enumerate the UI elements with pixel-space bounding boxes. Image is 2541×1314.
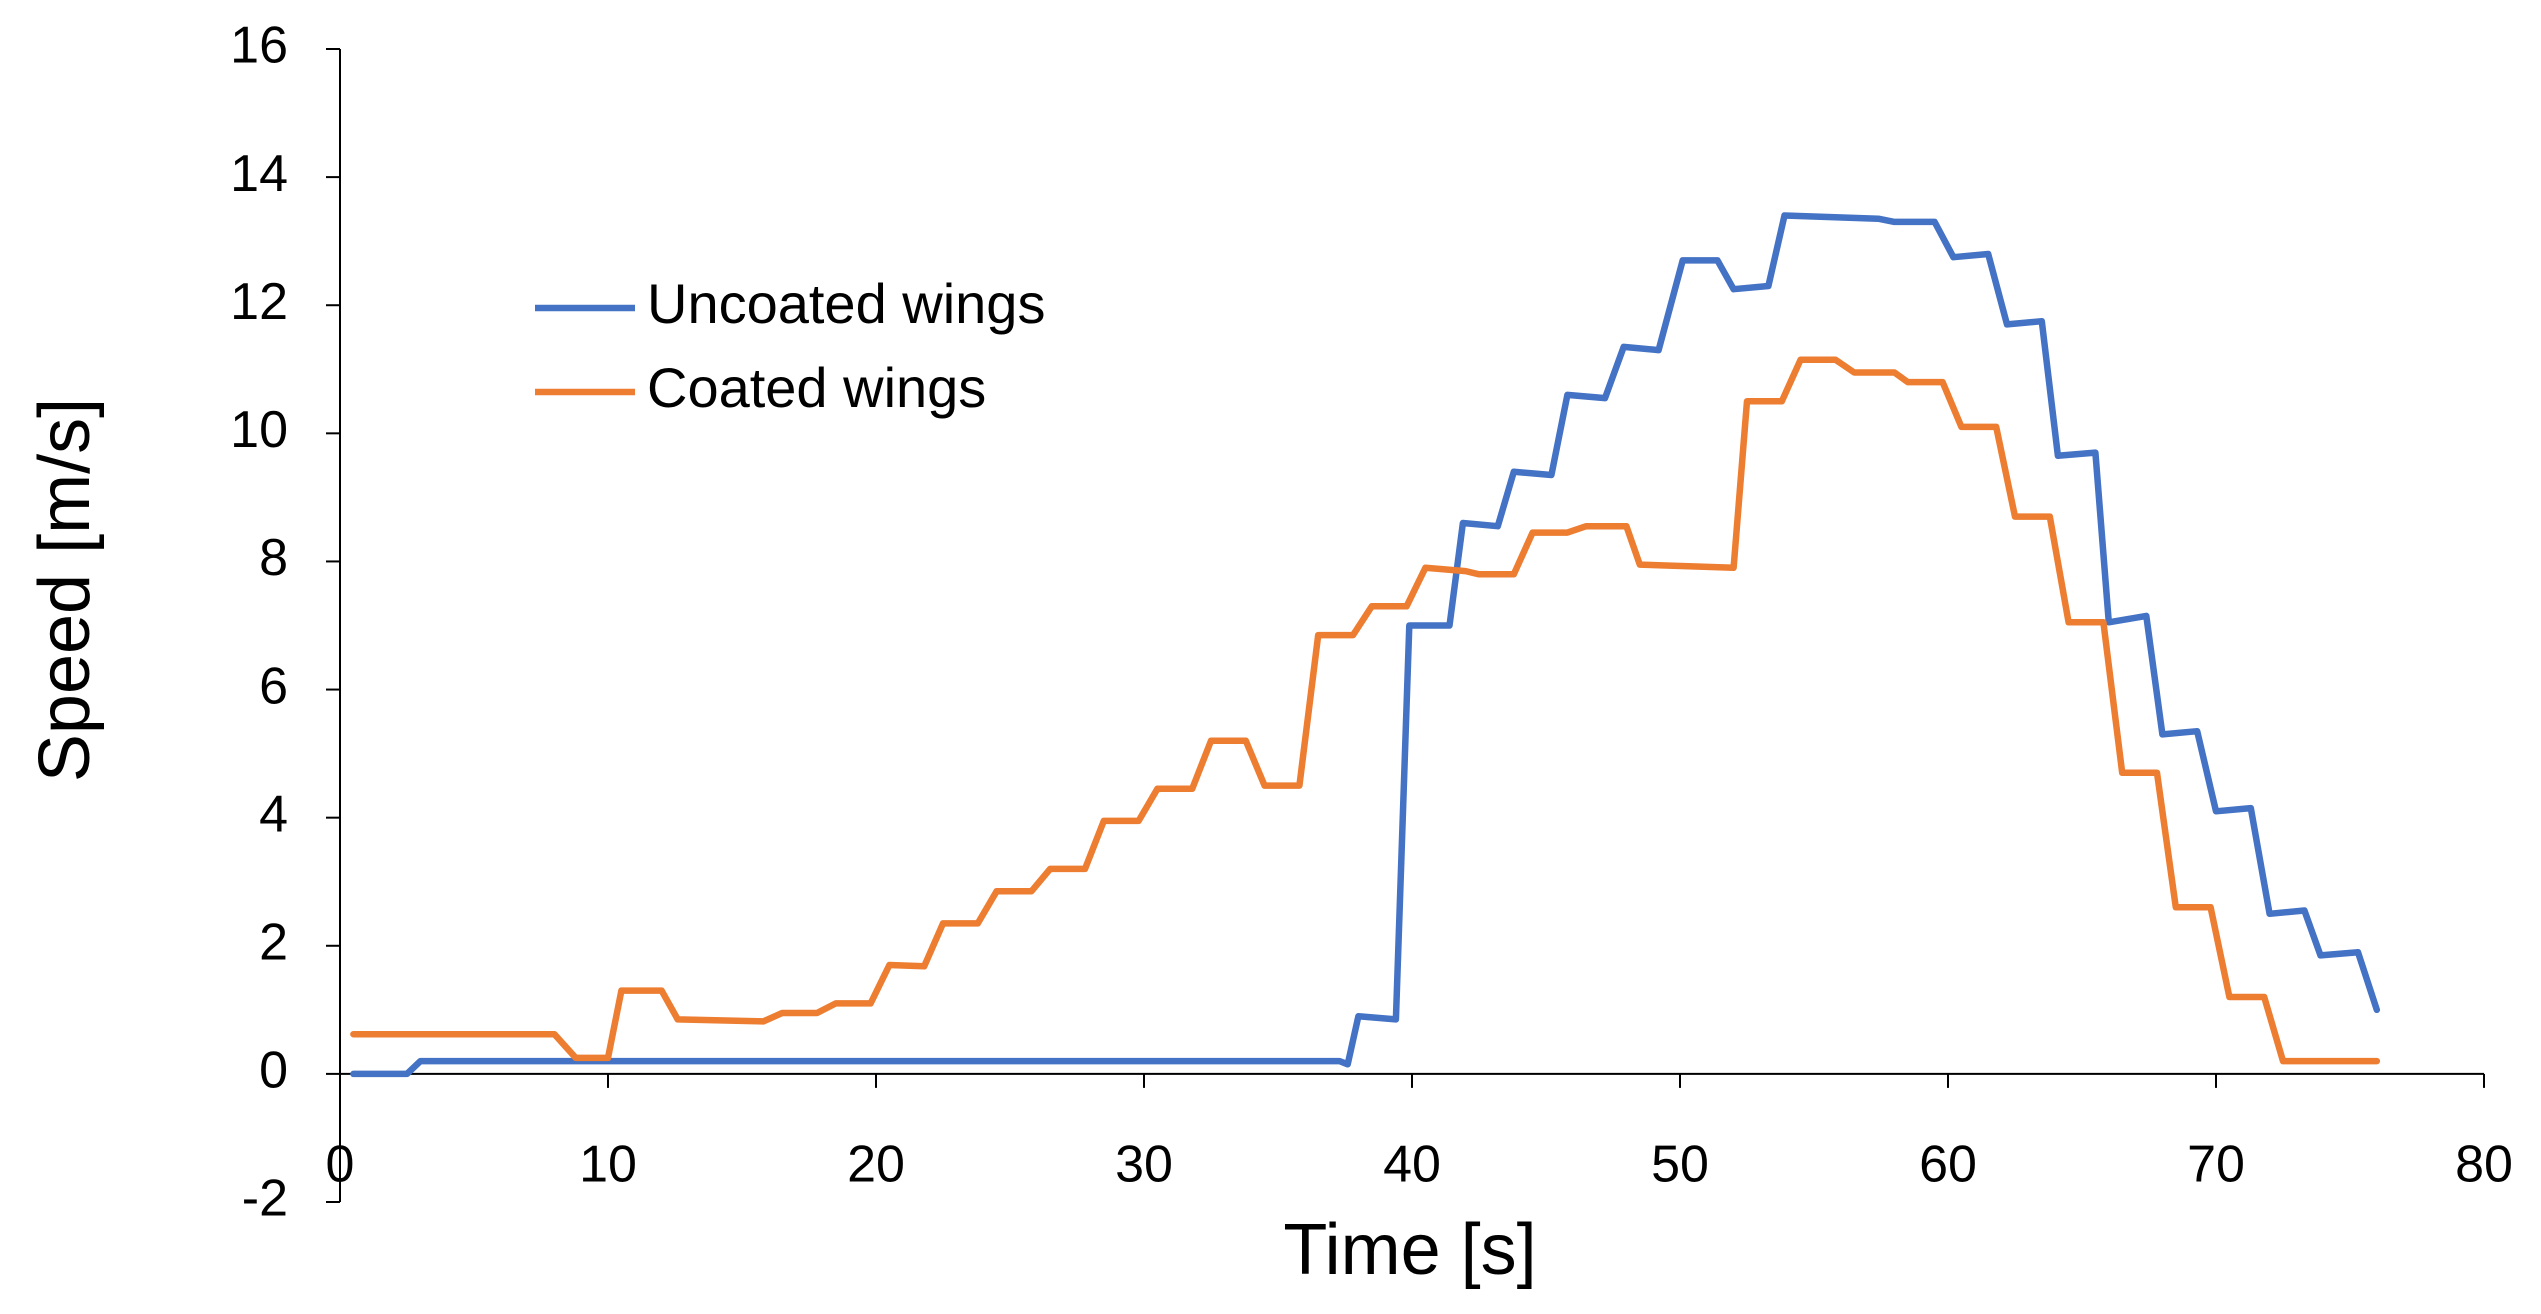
y-tick-label: 2 [259, 914, 288, 972]
x-axis-title: Time [s] [1283, 1210, 1536, 1290]
x-tick-label: 80 [2455, 1136, 2513, 1194]
y-tick-label: -2 [242, 1170, 288, 1228]
y-tick-label: 10 [230, 401, 288, 459]
x-tick-label: 50 [1651, 1136, 1709, 1194]
x-tick-label: 20 [847, 1136, 905, 1194]
data-line [350, 212, 2381, 1078]
x-tick-label: 60 [1919, 1136, 1977, 1194]
y-tick-label: 12 [230, 273, 288, 331]
legend-label: Uncoated wings [647, 272, 1045, 335]
y-tick-label: 16 [230, 17, 288, 75]
y-axis-title: Speed [m/s] [25, 398, 105, 782]
x-tick-label: 10 [579, 1136, 637, 1194]
y-tick-label: 4 [259, 785, 288, 843]
y-tick-label: 8 [259, 529, 288, 587]
data-line [350, 356, 2381, 1065]
x-tick-label: 40 [1383, 1136, 1441, 1194]
y-tick-label: 6 [259, 657, 288, 715]
x-tick-label: 30 [1115, 1136, 1173, 1194]
x-tick-label: 0 [326, 1136, 355, 1194]
legend-label: Coated wings [647, 356, 986, 419]
y-tick-label: 0 [259, 1042, 288, 1100]
x-tick-label: 70 [2187, 1136, 2245, 1194]
y-tick-label: 14 [230, 145, 288, 203]
